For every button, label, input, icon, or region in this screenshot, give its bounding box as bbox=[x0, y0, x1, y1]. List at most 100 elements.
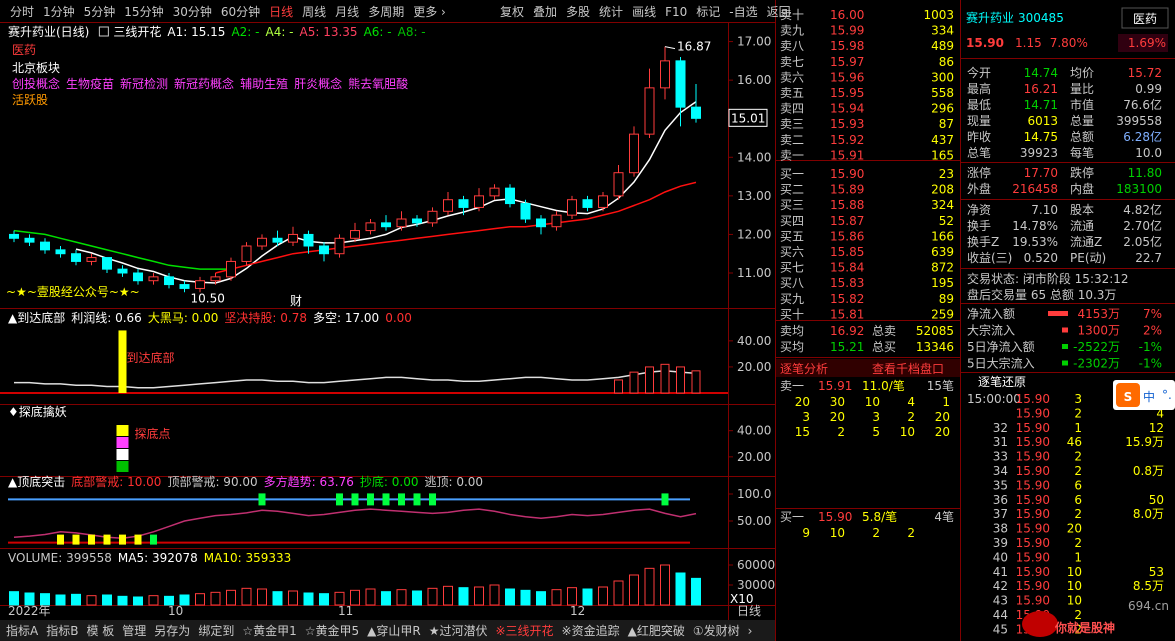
tick-volume: 2 bbox=[1074, 450, 1082, 464]
tab[interactable]: 另存为 bbox=[154, 624, 190, 638]
stat-value: 216458 bbox=[1012, 182, 1058, 196]
tick-volume: 2 bbox=[1074, 464, 1082, 478]
label: A1: 15.15 bbox=[167, 25, 225, 39]
toolbar-item[interactable]: 多周期 bbox=[368, 5, 404, 19]
label: 2% bbox=[1143, 324, 1162, 338]
tab[interactable]: 管理 bbox=[122, 623, 146, 638]
bottom-signal bbox=[88, 534, 95, 545]
level-volume: 259 bbox=[931, 307, 954, 321]
tab[interactable]: 绑定到 bbox=[198, 623, 234, 638]
toolbar-item[interactable]: 统计 bbox=[599, 5, 623, 19]
label: 15.91 bbox=[818, 379, 852, 393]
toolbar-item[interactable]: 周线 bbox=[302, 5, 326, 19]
volume-bar bbox=[629, 574, 639, 606]
level-volume: 300 bbox=[931, 70, 954, 84]
tab[interactable]: ※资金追踪 bbox=[562, 623, 620, 638]
tab[interactable]: ★过河潜伏 bbox=[429, 624, 488, 638]
label: A5: 13.35 bbox=[300, 25, 358, 39]
level-price: 15.96 bbox=[830, 70, 864, 84]
stat-label: 流通 bbox=[1070, 219, 1094, 233]
stat-label: 换手 bbox=[967, 219, 991, 233]
stat-value: 76.6亿 bbox=[1123, 97, 1162, 112]
tag: 生物疫苗 bbox=[66, 76, 114, 91]
pointer bbox=[664, 46, 676, 50]
toolbar-item[interactable]: 30分钟 bbox=[173, 4, 212, 19]
tick-price: 15.90 bbox=[1016, 579, 1050, 593]
tab[interactable]: 逐笔分析 bbox=[780, 361, 828, 376]
label: 52085 bbox=[916, 324, 954, 338]
level-price: 15.90 bbox=[830, 167, 864, 181]
tab[interactable]: 查看千档盘口 bbox=[872, 361, 944, 376]
volume-bar bbox=[24, 592, 35, 606]
tab[interactable]: ▲红肥突破 bbox=[628, 623, 685, 638]
toolbar-item[interactable]: -自选 bbox=[729, 5, 757, 19]
tick-time: 42 bbox=[993, 579, 1008, 593]
volume-bar bbox=[505, 588, 515, 606]
volume-bar bbox=[427, 587, 438, 606]
candle-body bbox=[210, 276, 221, 282]
annotation: 到达底部 bbox=[127, 350, 175, 365]
candle-body bbox=[458, 199, 469, 208]
label: 多方趋势: 63.76 bbox=[264, 474, 354, 489]
indicator-line bbox=[13, 508, 697, 540]
stat-label: 今开 bbox=[967, 65, 991, 80]
label: -2522万 bbox=[1073, 340, 1120, 354]
toolbar-item[interactable]: 复权 bbox=[500, 5, 524, 19]
toolbar-item[interactable]: 15分钟 bbox=[124, 4, 163, 19]
tab[interactable]: ☆黄金甲5 bbox=[305, 623, 359, 638]
toolbar-item[interactable]: 分时 bbox=[10, 5, 34, 19]
bottom-signal bbox=[57, 534, 64, 545]
grid-cell: 20 bbox=[935, 425, 950, 439]
stat-value: 14.78% bbox=[1012, 219, 1058, 233]
toolbar-item[interactable]: 画线 bbox=[632, 5, 656, 19]
tab[interactable]: ※三线开花 bbox=[495, 623, 553, 638]
candle-body bbox=[489, 187, 500, 197]
candle-body bbox=[195, 280, 205, 289]
stat-value: 17.70 bbox=[1024, 166, 1058, 180]
tab[interactable]: ☆黄金甲1 bbox=[242, 623, 296, 638]
toolbar-item[interactable]: 月线 bbox=[335, 5, 359, 19]
candle-body bbox=[536, 218, 546, 228]
y-tick-label: 11.00 bbox=[737, 266, 771, 280]
toolbar-item[interactable]: 日线 bbox=[269, 5, 293, 19]
candle-body bbox=[164, 276, 174, 286]
toolbar-item[interactable]: 多股 bbox=[566, 5, 590, 19]
toolbar-item[interactable]: 标记 bbox=[696, 5, 720, 19]
stat-value: 16.21 bbox=[1024, 82, 1058, 96]
candle-body bbox=[582, 199, 593, 208]
tick-side: 15.9万 bbox=[1125, 435, 1164, 449]
tick-volume: 20 bbox=[1067, 522, 1082, 536]
level-volume: 872 bbox=[931, 261, 954, 275]
stat-value: 14.71 bbox=[1024, 98, 1058, 112]
ma-line bbox=[215, 181, 697, 274]
tick-price: 15.90 bbox=[1016, 536, 1050, 550]
bar bbox=[645, 366, 654, 394]
level-price: 15.81 bbox=[830, 307, 864, 321]
level-volume: 639 bbox=[931, 245, 954, 259]
tab[interactable]: ▲穿山甲R bbox=[367, 623, 421, 638]
toolbar-item[interactable]: 返回 bbox=[767, 5, 791, 19]
toolbar-item[interactable]: 1分钟 bbox=[43, 4, 75, 19]
tab[interactable]: 模 板 bbox=[86, 624, 114, 638]
tab[interactable]: ①发财树 bbox=[693, 623, 740, 638]
toolbar-item[interactable]: 60分钟 bbox=[221, 4, 260, 19]
toolbar-item[interactable]: 更多 › bbox=[413, 5, 446, 19]
toolbar-item[interactable]: 叠加 bbox=[533, 5, 557, 19]
tick-time: 45 bbox=[993, 622, 1008, 636]
grid-cell: 10 bbox=[865, 395, 880, 409]
level-label: 买十 bbox=[780, 307, 804, 321]
volume-bar bbox=[9, 591, 19, 606]
label: 300485 bbox=[1018, 11, 1064, 25]
level-label: 卖六 bbox=[780, 70, 804, 84]
label: 7.80% bbox=[1050, 36, 1088, 50]
tab[interactable]: 指标A bbox=[6, 623, 39, 638]
tick-volume: 1 bbox=[1074, 421, 1082, 435]
candle-body bbox=[241, 245, 252, 262]
label: -1% bbox=[1139, 340, 1162, 354]
tab[interactable]: 指标B bbox=[46, 623, 78, 638]
tab[interactable]: › bbox=[748, 624, 753, 638]
toolbar-item[interactable]: F10 bbox=[665, 5, 687, 19]
volume-bar bbox=[164, 595, 174, 606]
grid-cell: 3 bbox=[872, 410, 880, 424]
toolbar-item[interactable]: 5分钟 bbox=[84, 4, 116, 19]
